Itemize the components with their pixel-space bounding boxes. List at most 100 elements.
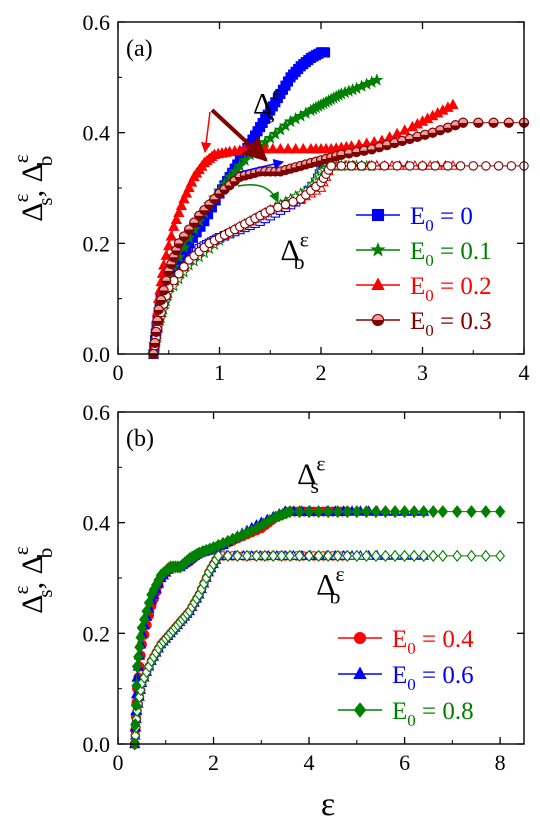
data-point-s — [370, 505, 382, 519]
legend-marker — [371, 208, 385, 222]
data-point-s — [134, 640, 145, 654]
data-point-b — [251, 549, 262, 562]
data-point-b — [495, 549, 506, 562]
data-point-s — [480, 505, 491, 519]
data-point-b — [268, 549, 279, 562]
data-point-s — [282, 142, 294, 154]
data-point-s — [389, 137, 400, 149]
data-point-s — [135, 630, 146, 644]
legend: E0 = 0E0 = 0.1E0 = 0.2E0 = 0.3 — [356, 203, 492, 340]
x-tick-label: 4 — [519, 360, 530, 385]
x-tick-label: 0 — [113, 360, 124, 385]
data-point-s — [313, 505, 324, 519]
data-point-s — [133, 650, 144, 664]
data-point-s — [419, 129, 431, 140]
data-point-s — [131, 679, 142, 693]
data-point-b — [481, 161, 491, 171]
data-point-s — [503, 117, 514, 128]
x-tick-label: 2 — [208, 750, 219, 775]
data-point-b — [346, 161, 357, 171]
legend-marker — [353, 702, 367, 718]
legend-entry-1: E0 = 0.4 — [392, 626, 474, 658]
data-point-s — [488, 117, 499, 128]
panel-a: 0 1 2 3 4 0.0 0.2 0.4 0.6 (a) Δεs, Δεb Δε s Δε b E0 = 0… — [9, 10, 530, 385]
data-point-s — [173, 206, 185, 218]
data-point-s — [130, 718, 141, 732]
data-point-b — [409, 549, 420, 562]
data-point-b — [493, 161, 504, 171]
data-point-s — [294, 505, 305, 519]
data-point-s — [466, 505, 477, 519]
legend-entry-2: E0 = 0.1 — [410, 238, 492, 270]
data-point-s — [361, 505, 372, 519]
data-point-b — [366, 161, 377, 171]
data-point-b — [392, 161, 402, 171]
annotation-arrow-1 — [239, 159, 285, 173]
x-tick-label: 2 — [316, 360, 327, 385]
data-point-b — [452, 549, 463, 562]
data-point-b — [179, 262, 189, 272]
data-point-s — [178, 231, 190, 242]
data-point-b — [222, 549, 233, 562]
data-point-b — [356, 161, 367, 171]
data-point-s — [289, 142, 302, 154]
data-point-b — [437, 549, 448, 562]
data-point-s — [161, 275, 172, 286]
data-point-s — [151, 326, 162, 337]
data-point-s — [194, 210, 205, 221]
data-point-b — [399, 549, 410, 562]
data-point-s — [458, 117, 469, 128]
annotation-arrow-4 — [210, 108, 268, 162]
y-axis-label: Δεs, Δεb — [9, 546, 57, 614]
data-point-s — [168, 220, 180, 231]
annotation-arrow-2 — [237, 184, 279, 203]
legend-entry-4: E0 = 0.3 — [410, 308, 492, 340]
data-point-s — [399, 505, 410, 519]
panel-label: (b) — [126, 426, 154, 452]
data-point-b — [351, 549, 362, 562]
series-3 — [129, 505, 506, 751]
data-point-b — [443, 161, 453, 171]
data-point-b — [468, 161, 478, 171]
x-tick-label: 8 — [495, 750, 506, 775]
data-point-s — [320, 47, 331, 58]
data-point-s — [297, 142, 309, 154]
data-point-s — [267, 142, 279, 154]
data-point-s — [370, 73, 384, 86]
data-point-s — [228, 164, 242, 177]
data-point-b — [455, 161, 466, 171]
data-point-s — [149, 337, 160, 348]
data-point-s — [408, 505, 420, 519]
data-point-b — [480, 549, 491, 562]
data-point-b — [380, 549, 391, 562]
data-point-s — [418, 505, 429, 519]
data-point-s — [131, 660, 143, 674]
data-point-s — [389, 505, 401, 519]
panel-b: 0 2 4 6 8 0.0 0.2 0.4 0.6 (b) Δεs, Δεb Δε s Δε b E0 = 0… — [9, 400, 525, 775]
legend-marker — [370, 241, 386, 257]
data-point-b — [285, 549, 295, 562]
annotation-label-2: Δε b — [280, 227, 308, 274]
annotation-label-1: Δε s — [297, 451, 325, 498]
y-tick-label: 0.4 — [83, 511, 111, 536]
data-point-s — [447, 98, 459, 110]
y-tick-label: 0.6 — [83, 10, 111, 35]
data-point-s — [185, 176, 198, 187]
data-point-s — [473, 117, 484, 128]
data-point-b — [276, 549, 287, 562]
data-point-s — [351, 146, 362, 158]
legend-entry-3: E0 = 0.2 — [410, 273, 492, 305]
data-point-s — [180, 187, 193, 198]
data-point-b — [405, 161, 415, 171]
data-point-s — [380, 505, 391, 519]
data-point-s — [451, 505, 463, 519]
data-point-b — [466, 549, 477, 562]
series-4 — [148, 117, 530, 360]
data-point-s — [442, 122, 453, 133]
data-point-s — [284, 505, 296, 519]
annotation-arrow-3 — [200, 111, 212, 154]
data-point-b — [232, 549, 243, 562]
data-point-s — [332, 505, 343, 519]
data-point-s — [427, 127, 438, 138]
